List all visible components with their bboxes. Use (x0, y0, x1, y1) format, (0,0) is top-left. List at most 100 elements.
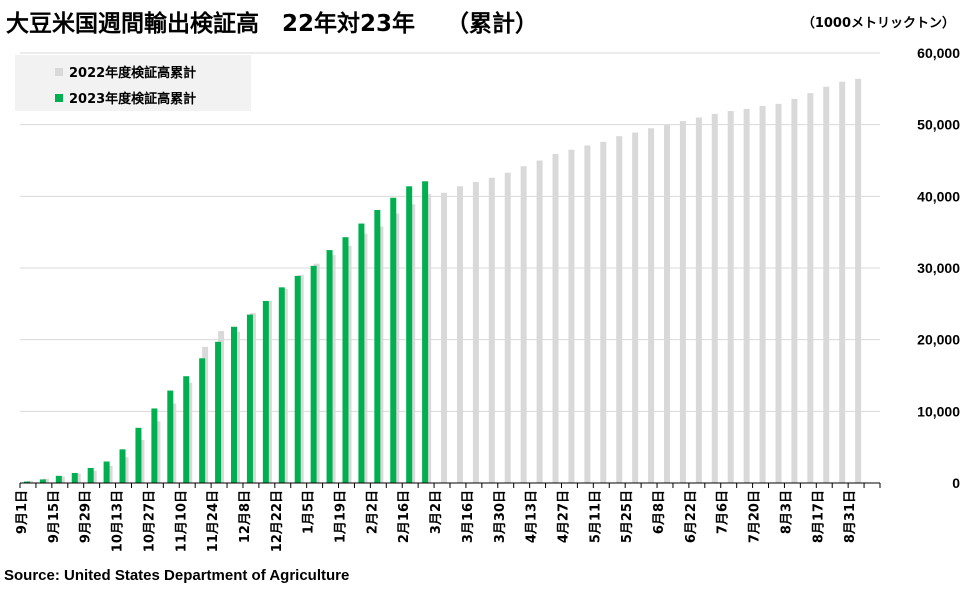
y-tick-label: 30,000 (917, 260, 960, 276)
bar-2023 (39, 479, 46, 483)
y-tick-label: 0 (952, 475, 960, 491)
bar-2023 (374, 209, 381, 483)
bar-2023 (215, 341, 222, 483)
gridlines (20, 52, 880, 484)
bar-2023 (294, 275, 301, 483)
bar-2022 (584, 145, 591, 483)
bar-2022 (727, 111, 734, 484)
bar-2022 (648, 128, 655, 483)
x-tick-label: 4月27日 (556, 490, 571, 543)
x-tick-label: 3月2日 (429, 490, 444, 534)
bar-2022 (616, 136, 623, 483)
x-tick-label: 5月11日 (588, 490, 603, 543)
bar-2023 (358, 223, 365, 484)
bar-2023 (406, 186, 413, 484)
bar-2022 (791, 98, 798, 483)
bar-2022 (711, 113, 718, 484)
x-tick-label: 11月10日 (174, 490, 189, 552)
x-tick-label: 3月30日 (493, 490, 508, 543)
bar-2022 (58, 476, 65, 483)
x-tick-label: 9月29日 (79, 490, 94, 543)
bar-2023 (135, 427, 142, 483)
bar-2022 (122, 457, 129, 483)
bar-2023 (310, 265, 317, 483)
legend-swatch-2022 (55, 68, 63, 76)
x-tick-label: 8月31日 (843, 490, 858, 543)
bar-2023 (183, 376, 190, 483)
bar-2022 (679, 121, 686, 483)
x-tick-label: 12月22日 (270, 490, 285, 552)
y-tick-label: 50,000 (917, 117, 960, 133)
bar-2023 (55, 475, 62, 483)
bar-2022 (807, 93, 814, 483)
x-tick-label: 2月16日 (397, 490, 412, 543)
y-tick-label: 60,000 (917, 45, 960, 61)
x-tick-label: 5月25日 (620, 490, 635, 543)
legend-label-2023: 2023年度検証高累計 (69, 92, 197, 107)
bar-2022 (632, 132, 639, 484)
bar-2023 (390, 197, 397, 483)
chart-title: 大豆米国週間輸出検証高 22年対23年 （累計） (6, 11, 539, 37)
bar-2022 (441, 192, 448, 483)
legend: 2022年度検証高累計 2023年度検証高累計 (15, 55, 251, 111)
bar-2023 (422, 181, 429, 484)
unit-label: （1000メトリックトン） (801, 16, 955, 31)
bar-2023 (119, 449, 126, 483)
bar-2022 (823, 86, 830, 483)
bar-2023 (151, 408, 158, 483)
x-tick-label: 1月19日 (334, 490, 349, 543)
x-tick-label: 10月27日 (142, 490, 157, 552)
bar-2022 (839, 81, 846, 484)
bar-2022 (568, 149, 575, 483)
y-tick-label: 20,000 (917, 332, 960, 348)
y-tick-label: 40,000 (917, 188, 960, 204)
bar-2022 (552, 154, 559, 484)
legend-item-2023: 2023年度検証高累計 (55, 88, 196, 107)
y-axis: 0 10,000 20,000 30,000 40,000 50,000 60,000 (917, 45, 960, 491)
bar-2022 (600, 141, 607, 483)
x-tick-label: 7月6日 (716, 490, 731, 534)
bar-2023 (199, 358, 206, 483)
bar-2022 (488, 177, 495, 483)
legend-item-2022: 2022年度検証高累計 (55, 62, 196, 81)
legend-label-2022: 2022年度検証高累計 (69, 66, 197, 81)
x-axis: 9月1日 9月15日 9月29日 10月13日 10月27日 11月10日 11月24日 12… (15, 482, 881, 552)
bar-2022 (472, 182, 479, 483)
x-tick-label: 12月8日 (238, 490, 253, 543)
bar-2023 (167, 390, 174, 483)
bar-2023 (326, 250, 333, 483)
bar-2023 (262, 300, 269, 483)
legend-swatch-2023 (55, 94, 63, 102)
bar-2022 (695, 117, 702, 483)
series-2023-bars (23, 181, 429, 484)
x-tick-label: 4月13日 (525, 490, 540, 543)
x-tick-label: 1月5日 (302, 490, 317, 534)
bar-2023 (342, 237, 349, 483)
x-tick-label: 2月2日 (365, 490, 380, 534)
x-tick-label: 3月16日 (461, 490, 476, 543)
bar-2022 (743, 108, 750, 484)
bar-2022 (775, 103, 782, 483)
y-tick-label: 10,000 (917, 403, 960, 419)
x-tick-label: 8月3日 (779, 490, 794, 534)
source-note: Source: United States Department of Agri… (4, 567, 350, 584)
x-tick-label: 10月13日 (111, 490, 126, 552)
bar-2023 (246, 314, 253, 483)
bar-2022 (504, 172, 511, 483)
bar-2022 (456, 186, 463, 484)
bar-2022 (536, 160, 543, 483)
bar-2023 (87, 467, 94, 483)
x-tick-label: 11月24日 (206, 490, 221, 552)
x-tick-label: 9月1日 (15, 490, 30, 534)
bar-2023 (23, 481, 30, 483)
bar-2023 (278, 287, 285, 483)
x-tick-label: 6月8日 (652, 490, 667, 534)
x-tick-label: 6月22日 (684, 490, 699, 543)
bar-2022 (520, 166, 527, 483)
bar-2022 (664, 124, 670, 484)
bar-2022 (759, 106, 766, 484)
bar-2023 (71, 472, 78, 483)
x-tick-label: 8月17日 (811, 490, 826, 543)
x-tick-label: 9月15日 (47, 490, 62, 543)
